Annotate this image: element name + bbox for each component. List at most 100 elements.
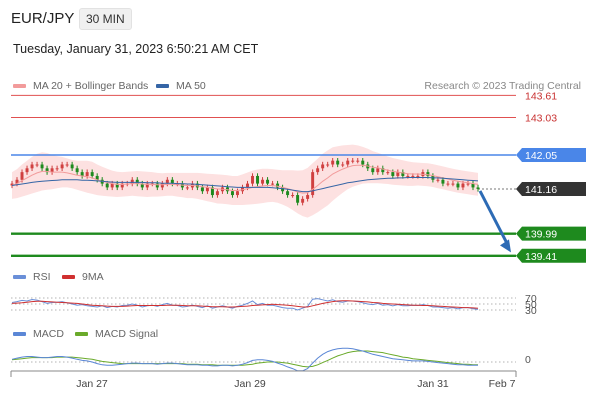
- legend-rsi-ma-label: 9MA: [82, 271, 104, 283]
- candle: [376, 168, 380, 173]
- current-price-label: 141.16: [525, 184, 557, 196]
- candle: [401, 172, 405, 176]
- candle: [35, 164, 39, 166]
- candle: [230, 191, 234, 196]
- candle: [331, 160, 335, 165]
- candle: [70, 164, 74, 169]
- candle: [15, 179, 19, 184]
- candle: [160, 183, 164, 188]
- candle: [466, 183, 470, 185]
- x-tick-label: Jan 27: [76, 378, 108, 390]
- timeframe-badge[interactable]: 30 MIN: [79, 8, 132, 30]
- candle: [461, 183, 465, 188]
- candle: [10, 183, 14, 186]
- candle: [185, 187, 189, 189]
- candle: [205, 187, 209, 192]
- candle: [155, 183, 159, 188]
- candle: [85, 172, 89, 176]
- support-price-tag: [516, 248, 586, 263]
- candle: [65, 164, 69, 166]
- ma50-line: [11, 177, 479, 193]
- support-price-tag: [516, 226, 586, 241]
- candle: [336, 160, 340, 165]
- legend-ma20-label: MA 20 + Bollinger Bands: [33, 80, 149, 92]
- candle: [135, 179, 139, 184]
- x-tick-label: Jan 31: [417, 378, 449, 390]
- candle: [296, 195, 300, 203]
- pivot-label: 142.05: [525, 150, 557, 162]
- legend-rsi-label: RSI: [33, 271, 51, 283]
- candle: [381, 168, 385, 173]
- candle: [45, 168, 49, 173]
- candle: [356, 160, 360, 162]
- macd-signal-swatch: [75, 332, 88, 336]
- candle: [321, 164, 325, 169]
- rsi-level-label: 70: [525, 293, 537, 305]
- legend-rsi-ma: 9MA: [62, 271, 104, 283]
- candle: [120, 183, 124, 188]
- candle: [25, 168, 29, 173]
- candle: [95, 175, 99, 180]
- candle: [90, 172, 94, 176]
- x-tick-label: Feb 7: [489, 378, 516, 390]
- candle: [75, 168, 79, 173]
- candle: [316, 168, 320, 173]
- candle: [291, 195, 295, 197]
- legend-macd-label: MACD: [33, 328, 64, 340]
- rsi-ma-line: [11, 300, 479, 309]
- candle: [471, 183, 475, 188]
- candle: [130, 179, 134, 184]
- macd-swatch: [13, 332, 26, 336]
- candle: [200, 187, 204, 192]
- candle: [215, 191, 219, 196]
- credit-text: Research © 2023 Trading Central: [424, 80, 581, 92]
- candle: [371, 168, 375, 173]
- candle: [80, 172, 84, 176]
- rsi-ma-swatch: [62, 275, 75, 279]
- candle: [140, 183, 144, 188]
- instrument-title: EUR/JPY: [11, 10, 75, 27]
- candle: [281, 187, 285, 192]
- legend-macd-signal: MACD Signal: [75, 328, 158, 340]
- candle: [55, 168, 59, 170]
- candle: [456, 183, 460, 188]
- candle: [20, 172, 24, 180]
- candle: [210, 187, 214, 196]
- rsi-level-label: 30: [525, 305, 537, 317]
- candle: [170, 179, 174, 184]
- candle: [476, 187, 480, 189]
- candle: [436, 179, 440, 181]
- legend-ma20: MA 20 + Bollinger Bands: [13, 80, 148, 92]
- rsi-level-label: 50: [525, 299, 537, 311]
- ma50-swatch: [156, 84, 169, 88]
- legend-macd-signal-label: MACD Signal: [95, 328, 159, 340]
- legend-macd: MACD: [13, 328, 64, 340]
- candle: [261, 179, 265, 184]
- chart-datetime: Tuesday, January 31, 2023 6:50:21 AM CET: [13, 42, 259, 56]
- candle: [416, 175, 420, 177]
- candle: [451, 183, 455, 185]
- candle: [50, 168, 54, 173]
- resistance-label: 143.61: [525, 90, 557, 102]
- candle: [235, 191, 239, 196]
- candle: [145, 183, 149, 188]
- candle: [266, 179, 270, 184]
- x-tick-label: Jan 29: [234, 378, 266, 390]
- candle: [105, 183, 109, 188]
- support-label: 139.99: [525, 229, 557, 241]
- legend-rsi: RSI: [13, 271, 51, 283]
- candle: [361, 160, 365, 165]
- candle: [326, 164, 330, 166]
- candle: [165, 179, 169, 184]
- candle: [306, 195, 310, 199]
- candle: [271, 183, 275, 185]
- ma20-line: [11, 164, 479, 194]
- forecast-arrow-shaft: [478, 190, 510, 247]
- rsi-swatch: [13, 275, 26, 279]
- rsi-line: [11, 298, 479, 311]
- resistance-label: 143.03: [525, 113, 557, 125]
- candle: [301, 198, 305, 203]
- pivot-price-tag: [516, 147, 586, 162]
- candle: [256, 175, 260, 184]
